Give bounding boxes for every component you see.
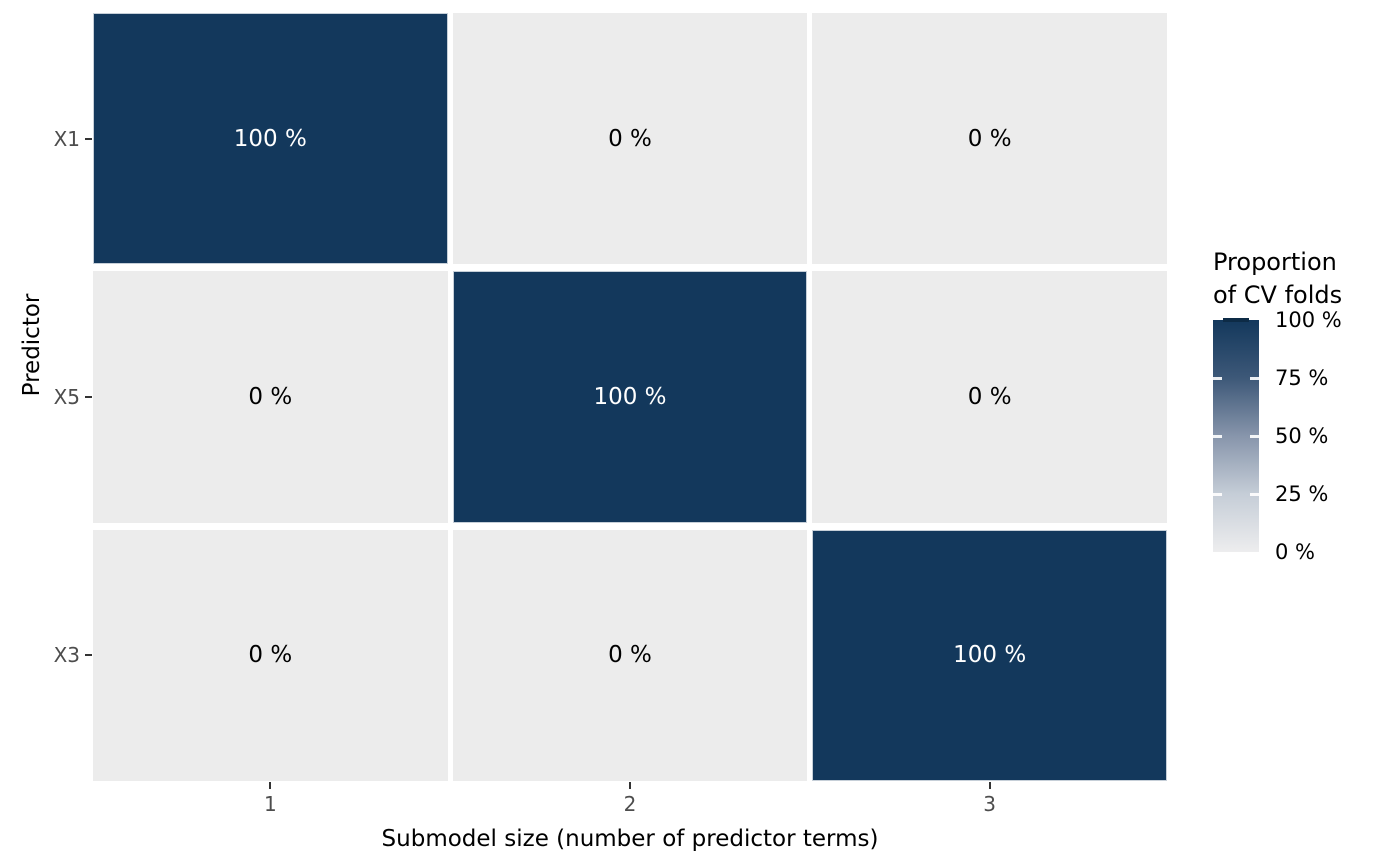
heatmap-panel: 100 % 0 % 0 % 0 % 100 % 0 % 0 % 0 % 100 % [93,13,1167,781]
heatmap-cell-X1-size2: 0 % [452,13,808,265]
cell-value-label: 100 % [953,642,1027,669]
legend-tick-mark [1213,493,1222,496]
cell-value-label: 0 % [608,125,652,152]
x-tick-mark [629,782,631,789]
heatmap-cell-X5-size2: 100 % [452,271,808,523]
y-tick-mark [85,396,92,398]
cell-value-label: 0 % [248,383,293,410]
y-tick-label-X1: X1 [53,126,80,151]
cell-value-label: 0 % [967,383,1012,410]
legend-label-50: 50 % [1275,424,1329,448]
heatmap-cell-X3-size1: 0 % [93,529,448,781]
legend-tick-mark [1213,377,1222,380]
cell-value-label: 100 % [233,125,307,152]
legend-tick-mark [1213,435,1222,438]
x-tick-label-3: 3 [983,792,997,816]
cell-value-label: 0 % [608,642,652,669]
legend-title: Proportion of CV folds [1213,246,1393,312]
x-tick-label-1: 1 [263,792,277,816]
legend-tick-mark [1250,377,1259,380]
heatmap-cell-X3-size2: 0 % [452,529,808,781]
x-axis-title: Submodel size (number of predictor terms… [381,826,879,852]
legend-title-line-2: of CV folds [1213,281,1343,309]
y-tick-mark [85,137,92,140]
legend-label-100: 100 % [1275,308,1342,332]
heatmap-cell-X5-size1: 0 % [93,271,448,523]
cell-value-label: 0 % [967,125,1012,152]
cell-value-label: 100 % [593,383,667,410]
legend-label-75: 75 % [1275,366,1329,390]
x-tick-mark [269,782,272,789]
x-tick-label-2: 2 [623,792,637,816]
legend-label-0: 0 % [1275,540,1315,564]
y-axis-title: Predictor [19,293,45,397]
y-tick-mark [85,654,92,657]
cell-value-label: 0 % [248,642,293,669]
y-tick-label-X3: X3 [53,643,80,668]
legend-tick-mark [1250,493,1259,496]
x-tick-mark [988,782,991,789]
y-tick-label-X5: X5 [53,385,80,409]
legend-title-line-1: Proportion [1213,248,1337,276]
legend-tick-mark [1250,435,1259,438]
legend-top-tick [1223,318,1249,322]
heatmap-cell-X1-size1: 100 % [93,13,448,265]
legend-colorbar-group: Proportion of CV folds 100 % 75 % 50 % 25 %… [1213,246,1393,564]
heatmap-cell-X1-size3: 0 % [812,13,1167,265]
heatmap-cell-X5-size3: 0 % [812,271,1167,523]
legend-colorbar [1213,318,1259,552]
legend-label-25: 25 % [1275,482,1329,506]
heatmap-cell-X3-size3: 100 % [812,529,1167,781]
